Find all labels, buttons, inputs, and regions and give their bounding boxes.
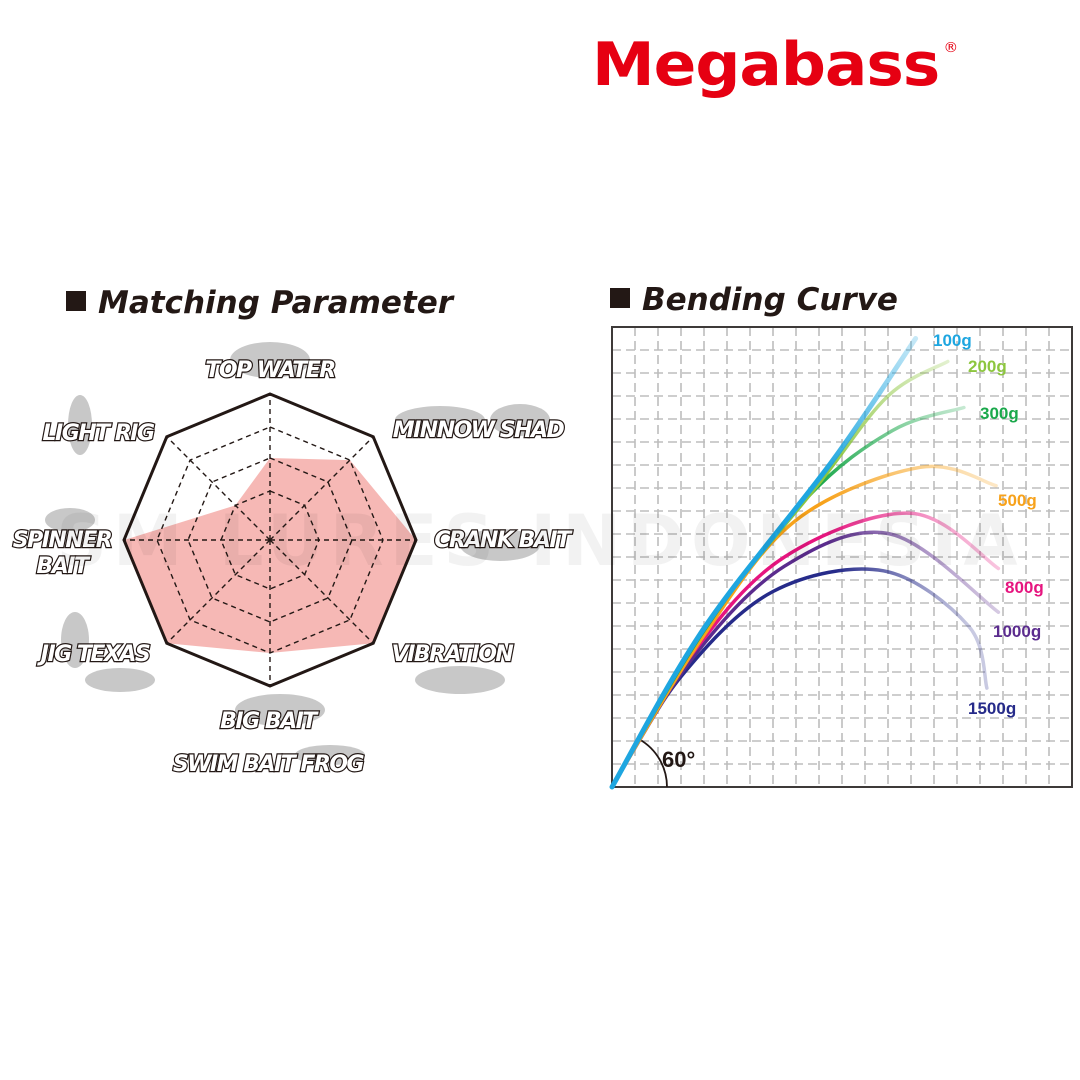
radar-axis-label: VIBRATION [392,642,514,667]
registered-mark: ® [943,40,958,56]
lure-silhouette-icon [460,529,540,561]
angle-arc [639,738,668,788]
radar-axis-label: MINNOW SHAD [393,418,565,443]
radar-axis-label: TOP WATER [205,358,335,383]
logo-text: Megabass [592,30,940,100]
lure-silhouette-icon [415,666,505,694]
radar-ring [187,457,353,623]
square-bullet-icon [610,288,630,308]
series-label: 500g [998,491,1037,510]
series-label: 300g [980,404,1019,423]
radar-outline [122,392,418,688]
megabass-logo: Megabass ® [592,30,958,100]
radar-spoke [166,539,271,644]
series-label: 1500g [968,699,1016,718]
lure-silhouette-icon [490,404,550,436]
angle-label: 60° [662,747,695,772]
lure-silhouette-icon [85,668,155,692]
series-label: 800g [1005,578,1044,597]
bending-title: Bending Curve [610,282,898,318]
radar-axis-label: SWIM BAIT FROG [173,752,365,777]
plot-border [611,326,1073,788]
radar-axis-label: JIG TEXAS [37,642,150,667]
radar-title: Matching Parameter [66,285,453,321]
lure-silhouette-icon [45,508,95,532]
radar-axis-label: CRANK BAIT [434,528,573,553]
radar-spoke [269,539,374,644]
lure-silhouette-icon [295,745,365,765]
radar-axis-label: LIGHT RIG [42,421,154,446]
radar-spoke [166,436,271,541]
bending-curve-chart: 60° 100g 200g 300g 500g 800g 1000g 1500g [609,326,1073,790]
radar-spoke [269,436,374,541]
radar-chart: TOP WATER MINNOW SHAD CRANK BAIT VIBRATION B… [12,342,576,778]
lure-silhouette-icon [235,694,325,726]
radar-axis-label: BIG BAIT [220,709,319,734]
series-label: 100g [933,331,972,350]
square-bullet-icon [66,291,86,311]
radar-title-text: Matching Parameter [98,285,454,321]
radar-axis-label: BAIT [37,554,91,579]
lure-silhouette-icon [395,406,485,434]
radar-axis-label: SPINNER [13,528,112,553]
series-label: 200g [968,357,1007,376]
lure-silhouette-icon [230,342,310,378]
lure-silhouette-icon [61,612,89,668]
series-label: 1000g [993,622,1041,641]
bending-title-text: Bending Curve [642,282,898,318]
lure-silhouette-icon [68,395,92,455]
radar-value-area [124,458,416,653]
bending-curve-100g [609,336,919,790]
